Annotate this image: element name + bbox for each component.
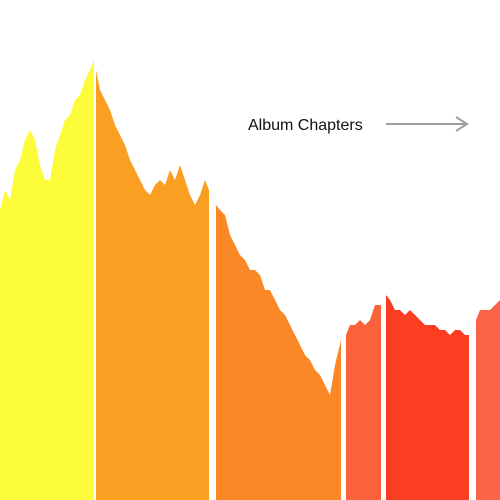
annotation-arrow-head — [455, 116, 469, 132]
chapter-segment-4 — [346, 305, 381, 500]
album-chapters-annotation: Album Chapters — [248, 116, 469, 134]
chapter-segment-6 — [476, 300, 500, 500]
chapter-segment-2 — [96, 70, 209, 500]
annotation-label: Album Chapters — [248, 117, 363, 134]
chapter-segment-5 — [386, 295, 469, 500]
chapter-segments — [0, 60, 500, 500]
chapter-segment-1 — [0, 60, 94, 500]
chapter-segment-3 — [216, 205, 341, 500]
